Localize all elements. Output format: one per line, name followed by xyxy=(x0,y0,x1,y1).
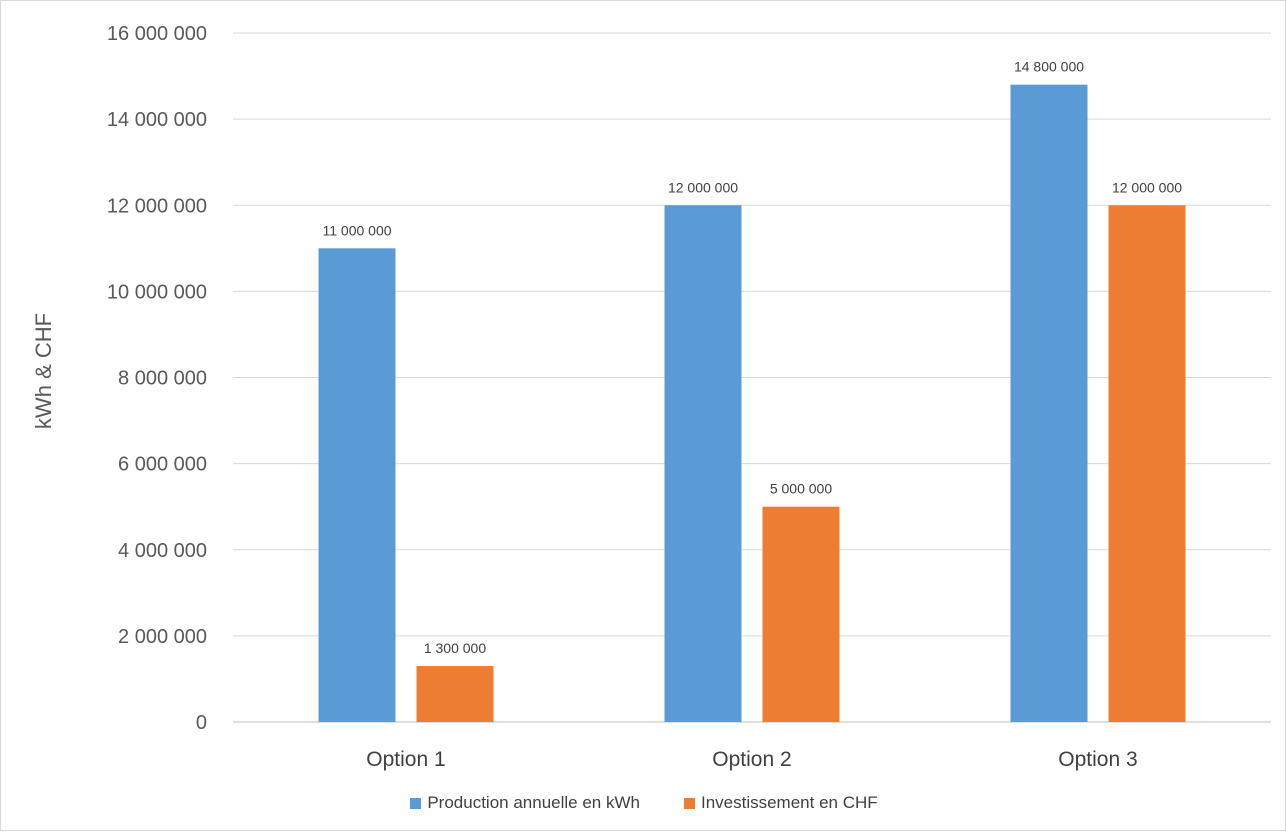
bar-production-3[interactable] xyxy=(1010,84,1088,723)
bar-investment-3[interactable] xyxy=(1108,205,1186,722)
y-axis-ticks: 0 2 000 000 4 000 000 6 000 000 8 000 000 10 … xyxy=(107,23,207,734)
data-label: 1 300 000 xyxy=(424,640,486,656)
gridlines xyxy=(233,32,1271,723)
x-axis-categories: Option 1 Option 2 Option 3 xyxy=(366,748,1137,771)
legend-item-investment[interactable]: Investissement en CHF xyxy=(683,793,878,813)
y-tick-label: 10 000 000 xyxy=(107,281,207,303)
bar-investment-1[interactable] xyxy=(416,666,494,722)
x-category-label: Option 3 xyxy=(1058,748,1137,771)
data-label: 12 000 000 xyxy=(668,179,738,195)
x-category-label: Option 2 xyxy=(712,748,791,771)
bars xyxy=(318,84,1186,723)
bar-production-2[interactable] xyxy=(664,205,742,722)
data-label: 14 800 000 xyxy=(1014,59,1084,75)
y-tick-label: 16 000 000 xyxy=(107,23,207,45)
x-category-label: Option 1 xyxy=(366,748,445,771)
legend-item-production[interactable]: Production annuelle en kWh xyxy=(410,793,640,813)
y-tick-label: 12 000 000 xyxy=(107,195,207,217)
y-axis-title: kWh & CHF xyxy=(31,313,56,429)
legend-swatch-production xyxy=(410,797,422,809)
y-tick-label: 2 000 000 xyxy=(118,626,207,648)
y-tick-label: 6 000 000 xyxy=(118,454,207,476)
y-tick-label: 8 000 000 xyxy=(118,368,207,390)
data-label: 5 000 000 xyxy=(770,481,832,497)
data-label: 11 000 000 xyxy=(322,222,391,238)
data-label: 12 000 000 xyxy=(1112,179,1182,195)
legend-label-production: Production annuelle en kWh xyxy=(427,793,640,812)
legend-label-investment: Investissement en CHF xyxy=(700,793,878,812)
bar-investment-2[interactable] xyxy=(762,506,840,722)
y-tick-label: 0 xyxy=(196,712,207,734)
bar-production-1[interactable] xyxy=(318,248,396,722)
y-tick-label: 14 000 000 xyxy=(107,109,207,131)
legend: Production annuelle en kWh Investissemen… xyxy=(1,793,1286,813)
y-tick-label: 4 000 000 xyxy=(118,540,207,562)
data-labels: 11 000 000 1 300 000 12 000 000 5 000 000 14… xyxy=(322,59,1182,656)
legend-swatch-investment xyxy=(683,797,695,809)
